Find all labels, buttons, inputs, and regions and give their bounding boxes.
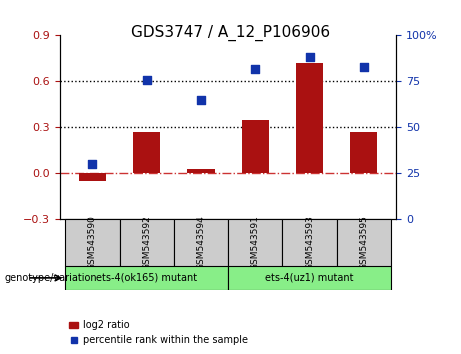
Bar [65,266,228,290]
Point [252,66,259,72]
Text: GSM543594: GSM543594 [196,215,206,270]
Bar [228,219,283,266]
Point [360,64,367,69]
Text: ets-4(ok165) mutant: ets-4(ok165) mutant [96,273,197,283]
Legend: log2 ratio, percentile rank within the sample: log2 ratio, percentile rank within the s… [65,316,252,349]
Bar [120,219,174,266]
Bar [133,132,160,173]
Text: GSM543591: GSM543591 [251,215,260,270]
Bar [188,169,215,173]
Bar [337,219,391,266]
Text: genotype/variation: genotype/variation [5,273,97,283]
Text: GSM543590: GSM543590 [88,215,97,270]
Text: GSM543595: GSM543595 [360,215,368,270]
Bar [79,173,106,181]
Point [89,161,96,167]
Bar [65,219,120,266]
Text: GDS3747 / A_12_P106906: GDS3747 / A_12_P106906 [131,25,330,41]
Text: ets-4(uz1) mutant: ets-4(uz1) mutant [266,273,354,283]
Text: GSM543593: GSM543593 [305,215,314,270]
Bar [296,63,323,173]
Point [197,97,205,103]
Bar [228,266,391,290]
Bar [350,132,378,173]
Bar [283,219,337,266]
Bar [174,219,228,266]
Text: GSM543592: GSM543592 [142,215,151,270]
Point [306,55,313,60]
Bar [242,120,269,173]
Point [143,77,150,82]
